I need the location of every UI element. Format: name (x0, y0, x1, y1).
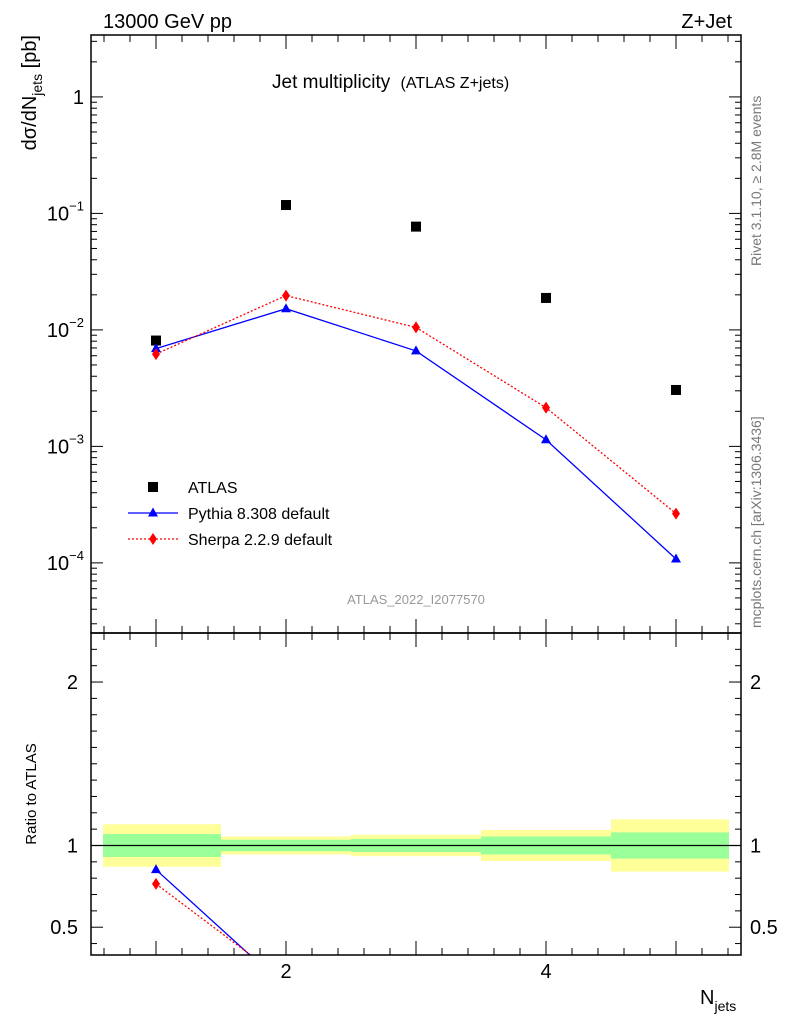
main-y-axis-label: dσ/dNjets [pb] (19, 35, 45, 150)
ratio-y-axis-label: Ratio to ATLAS (23, 743, 40, 844)
main-panel: 110−110−210−310−4 Jet multiplicity (ATLA… (19, 34, 742, 634)
main-y-tick-label: 10−1 (47, 198, 84, 225)
legend: ATLAS Pythia 8.308 default Sherpa 2.2.9 … (128, 480, 333, 549)
main-y-tick-labels: 110−110−210−310−4 (47, 87, 84, 575)
rivet-label: Rivet 3.1.10, ≥ 2.8M events (748, 96, 764, 266)
main-y-axis-label-sub: jets (29, 74, 45, 97)
ratio-series-markers (151, 864, 681, 1007)
header-right: Z+Jet (681, 11, 732, 33)
watermark: ATLAS_2022_I2077570 (347, 592, 485, 607)
legend-atlas-marker (148, 482, 158, 492)
legend-item-pythia: Pythia 8.308 default (128, 506, 330, 523)
main-y-tick-label-base: 10 (47, 553, 69, 575)
ratio-point-sherpa (152, 877, 160, 890)
ratio-point-pythia (541, 993, 551, 1002)
data-point-pythia (411, 345, 421, 355)
main-y-axis-label-unit: [pb] (19, 35, 41, 74)
data-point-sherpa (282, 289, 290, 302)
ratio-clip (91, 819, 741, 1007)
ratio-y-tick-label-left: 2 (67, 672, 78, 694)
legend-item-sherpa: Sherpa 2.2.9 default (128, 532, 333, 549)
data-point-atlas (671, 384, 681, 395)
ratio-point-pythia (671, 998, 681, 1007)
chart-title: Jet multiplicity (ATLAS Z+jets) (272, 72, 509, 93)
data-point-pythia (151, 343, 161, 353)
ratio-point-pythia (281, 982, 291, 991)
ratio-line-1 (155, 883, 252, 955)
ratio-point-sherpa (542, 984, 550, 996)
main-y-tick-label-base: 10 (47, 320, 69, 342)
ratio-y-tick-label-left: 1 (67, 835, 78, 857)
legend-pythia-label: Pythia 8.308 default (188, 506, 330, 523)
main-y-tick-label-base: 10 (47, 203, 69, 225)
legend-atlas-label: ATLAS (188, 480, 238, 497)
x-axis-label: Njets (700, 987, 736, 1014)
main-y-tick-label: 10−3 (47, 431, 84, 458)
legend-sherpa-label: Sherpa 2.2.9 default (188, 532, 333, 549)
ratio-ticks (91, 633, 741, 955)
ratio-frame (90, 632, 742, 956)
chart-title-main: Jet multiplicity (272, 72, 391, 93)
data-point-atlas (281, 200, 291, 211)
legend-pythia-marker (148, 507, 158, 517)
data-point-atlas (151, 335, 161, 346)
main-y-tick-label-base: 10 (47, 436, 69, 458)
chart-subtitle: (ATLAS Z+jets) (401, 75, 510, 92)
ratio-line-0 (155, 869, 251, 955)
ratio-series-lines (155, 869, 252, 955)
x-axis-label-main: N (700, 987, 714, 1009)
x-axis-label-sub: jets (713, 998, 736, 1014)
main-y-axis-label-main: dσ/dN (19, 96, 41, 151)
ratio-y-tick-labels: 2 2 1 1 0.5 0.5 (50, 672, 778, 939)
ratio-point-sherpa (672, 989, 680, 1001)
x-tick-label: 4 (540, 961, 551, 983)
data-point-pythia (281, 303, 291, 313)
ratio-y-tick-label-right: 0.5 (750, 917, 778, 939)
main-y-tick-label-base: 1 (73, 87, 84, 109)
data-point-sherpa (152, 348, 160, 361)
ratio-point-pythia (151, 864, 161, 874)
data-point-pythia (671, 553, 681, 563)
legend-item-atlas: ATLAS (148, 480, 238, 497)
main-y-tick-label-exponent: −1 (69, 198, 84, 213)
data-point-sherpa (542, 401, 550, 414)
header-left: 13000 GeV pp (103, 11, 232, 33)
data-point-atlas (541, 292, 551, 303)
ratio-y-tick-label-right: 1 (750, 835, 761, 857)
main-y-tick-label-exponent: −2 (69, 315, 84, 330)
ratio-y-tick-label-right: 2 (750, 672, 761, 694)
ratio-point-pythia (411, 989, 421, 998)
main-y-tick-label: 10−2 (47, 315, 84, 342)
data-point-sherpa (412, 321, 420, 334)
main-y-tick-label-exponent: −3 (69, 431, 84, 446)
main-y-tick-label: 1 (73, 87, 84, 109)
main-y-tick-label: 10−4 (47, 548, 84, 575)
mcplots-label: mcplots.cern.ch [arXiv:1306.3436] (748, 416, 764, 628)
legend-sherpa-marker (149, 533, 157, 545)
main-ticks (91, 35, 741, 633)
data-point-sherpa (672, 507, 680, 520)
main-series-markers (151, 200, 681, 563)
x-tick-label: 2 (280, 961, 291, 983)
data-point-atlas (411, 221, 421, 232)
ratio-point-sherpa (412, 981, 420, 993)
main-y-tick-label-exponent: −4 (69, 548, 84, 563)
ratio-y-tick-label-left: 0.5 (50, 917, 78, 939)
data-point-pythia (541, 434, 551, 444)
